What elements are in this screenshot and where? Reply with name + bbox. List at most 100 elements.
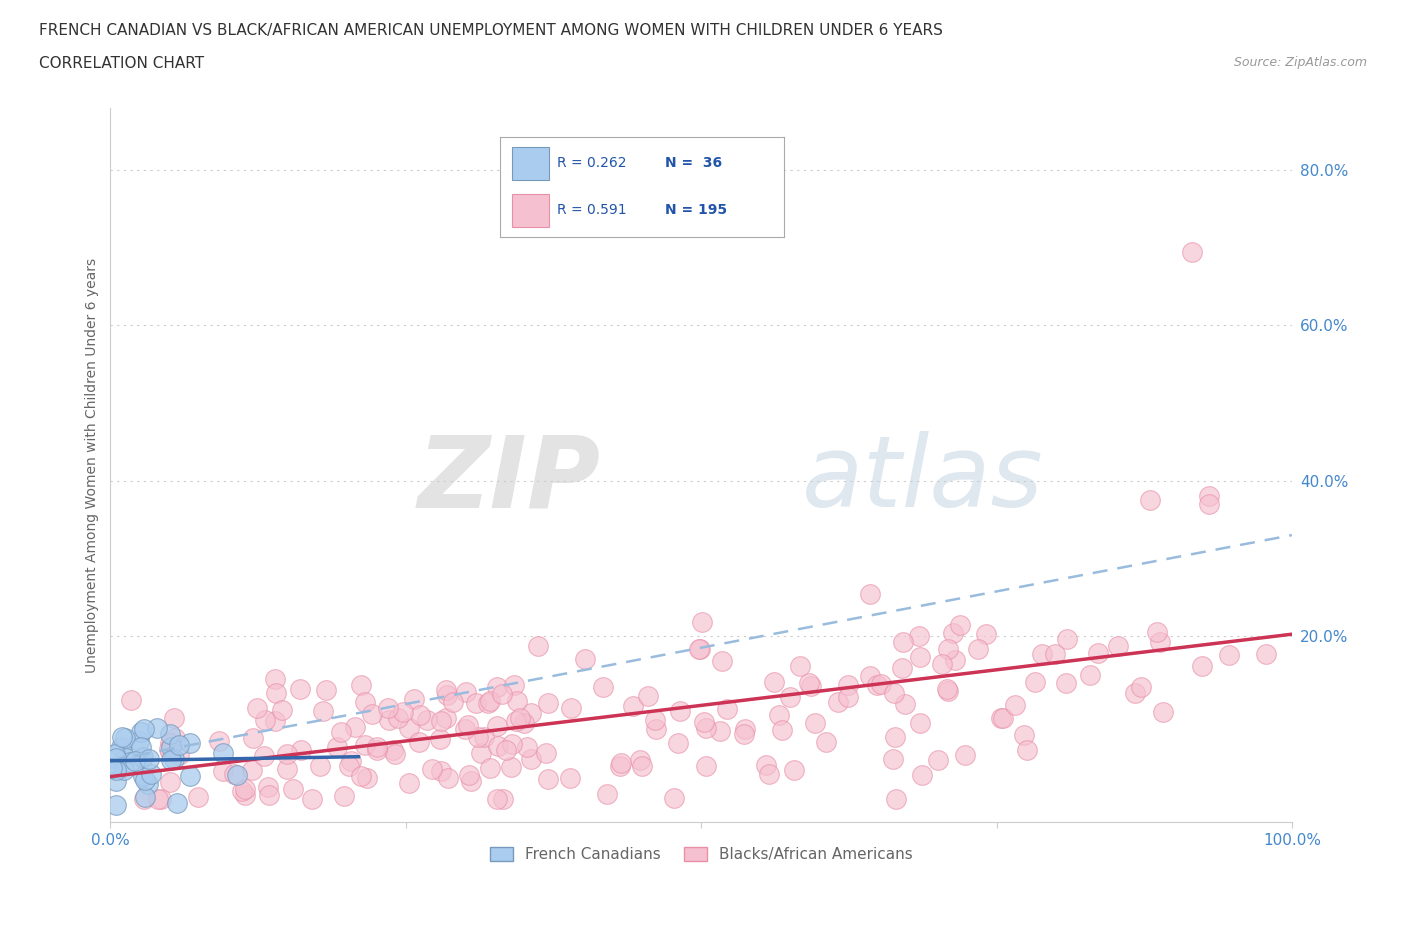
Point (1146, 624, 1168, 639)
Point (1149, 634, 1171, 649)
Point (935, 682, 957, 697)
Point (128, 733, 150, 748)
Point (150, 791, 173, 806)
Point (332, 789, 354, 804)
Point (212, 745, 235, 760)
Point (910, 716, 932, 731)
Point (157, 741, 180, 756)
Point (408, 735, 430, 750)
Point (520, 751, 543, 766)
Point (429, 732, 451, 747)
Point (225, 767, 247, 782)
Point (337, 758, 360, 773)
Legend: French Canadians, Blacks/African Americans: French Canadians, Blacks/African America… (484, 841, 918, 869)
Point (1015, 742, 1038, 757)
Point (527, 638, 550, 653)
Point (1198, 497, 1220, 512)
Point (477, 696, 499, 711)
Point (160, 740, 183, 755)
Point (344, 719, 367, 734)
Point (163, 751, 186, 766)
Point (688, 642, 710, 657)
Point (159, 743, 181, 758)
Point (799, 679, 821, 694)
Point (1198, 489, 1220, 504)
Point (1152, 704, 1174, 719)
Point (537, 696, 560, 711)
Point (789, 658, 811, 673)
Point (478, 760, 501, 775)
Point (132, 722, 155, 737)
Point (326, 739, 349, 754)
Point (398, 721, 420, 736)
Point (253, 749, 276, 764)
Point (560, 770, 582, 785)
Point (859, 586, 882, 601)
Point (398, 776, 420, 790)
Text: CORRELATION CHART: CORRELATION CHART (39, 56, 204, 71)
Point (377, 700, 399, 715)
Point (378, 713, 401, 728)
Point (967, 642, 990, 657)
Point (290, 742, 312, 757)
Point (350, 769, 373, 784)
Point (1254, 647, 1277, 662)
Point (315, 682, 337, 697)
Point (1024, 674, 1046, 689)
Point (505, 713, 527, 728)
Point (537, 771, 560, 786)
Point (711, 654, 734, 669)
Point (908, 649, 931, 664)
Point (402, 692, 425, 707)
Point (366, 742, 388, 757)
Point (136, 777, 159, 791)
Point (668, 704, 690, 719)
Point (165, 731, 187, 746)
Point (301, 791, 323, 806)
Point (734, 722, 756, 737)
Point (111, 730, 134, 745)
Point (454, 684, 477, 699)
Point (231, 783, 253, 798)
Point (330, 725, 353, 740)
Point (311, 703, 333, 718)
Point (146, 791, 169, 806)
Point (503, 678, 526, 693)
Point (441, 695, 464, 710)
Point (132, 750, 155, 764)
Text: FRENCH CANADIAN VS BLACK/AFRICAN AMERICAN UNEMPLOYMENT AMONG WOMEN WITH CHILDREN: FRENCH CANADIAN VS BLACK/AFRICAN AMERICA… (39, 23, 943, 38)
Point (1191, 658, 1213, 673)
Point (276, 747, 298, 762)
Point (716, 702, 738, 717)
Point (804, 715, 827, 730)
Point (472, 729, 495, 744)
Point (610, 755, 633, 770)
Point (350, 678, 373, 693)
Point (381, 743, 404, 758)
Point (454, 721, 477, 736)
Point (437, 770, 460, 785)
Point (485, 719, 508, 734)
Point (758, 766, 780, 781)
Point (501, 760, 523, 775)
Point (429, 714, 451, 729)
Point (384, 747, 406, 762)
Point (695, 721, 717, 736)
Point (560, 700, 582, 715)
Point (953, 747, 976, 762)
Point (1180, 245, 1202, 259)
Point (520, 706, 543, 721)
Point (242, 731, 264, 746)
Point (827, 695, 849, 710)
Point (132, 791, 155, 806)
Point (574, 652, 596, 667)
Point (485, 679, 508, 694)
Point (264, 671, 287, 686)
Point (114, 751, 136, 765)
Point (114, 731, 136, 746)
Point (256, 779, 278, 794)
Point (104, 762, 127, 777)
Text: atlas: atlas (801, 431, 1043, 528)
Point (187, 790, 209, 805)
Point (408, 708, 430, 723)
